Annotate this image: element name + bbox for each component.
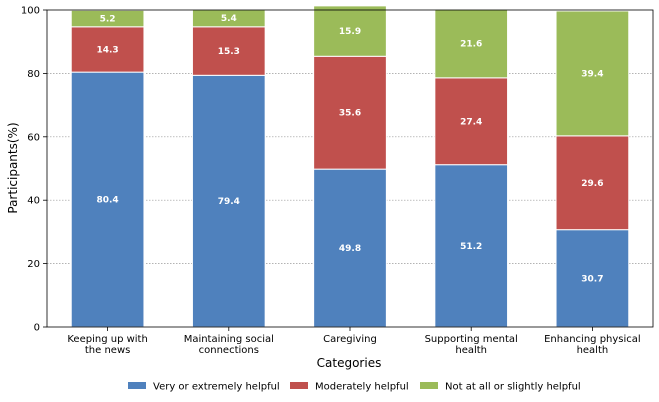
y-tick-label: 80 (27, 69, 40, 80)
legend-swatch (290, 382, 308, 389)
bar-segment (313, 5, 387, 57)
bar-segment (191, 74, 266, 328)
y-axis-title: Participants(%) (6, 122, 20, 213)
bar-segment (313, 55, 387, 170)
bar-value-label: 39.4 (581, 69, 603, 79)
data-labels: 80.4 14.3 5.2 79.4 15.3 5.4 49.8 35.6 15.9 51.2 27… (96, 14, 603, 284)
y-tick-label: 20 (27, 259, 40, 270)
bar-value-label: 79.4 (218, 197, 240, 207)
y-tick-label: 60 (27, 132, 40, 143)
bar-value-label: 49.8 (339, 244, 361, 254)
bar-value-label: 14.3 (96, 45, 118, 55)
x-tick-label: Keeping up with (67, 334, 147, 345)
bar-value-label: 15.3 (218, 47, 240, 57)
bar-value-label: 29.6 (581, 179, 603, 189)
bar-value-label: 5.2 (100, 15, 116, 25)
bar-value-label: 27.4 (460, 117, 482, 127)
x-tick-label: connections (199, 345, 259, 356)
bar-value-label: 15.9 (339, 27, 361, 37)
y-tick-label: 0 (34, 323, 40, 334)
bar-segment (70, 26, 145, 73)
legend: Very or extremely helpful Moderately help… (128, 382, 581, 393)
bar-segment (555, 10, 630, 137)
bars (70, 5, 630, 328)
x-tick-label: Caregiving (323, 334, 377, 345)
legend-label: Not at all or slightly helpful (445, 382, 581, 393)
x-tick-label: Maintaining social (184, 334, 274, 345)
bar-value-label: 21.6 (460, 40, 482, 50)
bar-value-label: 35.6 (339, 109, 361, 119)
bar-segment (70, 71, 145, 328)
x-tick-label: the news (85, 345, 130, 356)
bar-value-label: 30.7 (581, 274, 603, 284)
legend-label: Very or extremely helpful (153, 382, 280, 393)
legend-swatch (128, 382, 146, 389)
bar-value-label: 51.2 (460, 242, 482, 252)
y-ticks: 0 20 40 60 80 100 (21, 6, 47, 334)
x-tick-label: health (455, 345, 487, 356)
bar-value-label: 5.4 (221, 14, 237, 24)
x-tick-label: health (577, 345, 609, 356)
bar-value-label: 80.4 (96, 196, 118, 206)
bar-segment (434, 164, 509, 328)
bar-segment (191, 26, 266, 76)
x-tick-label: Enhancing physical (544, 334, 641, 345)
bar-segment (555, 229, 630, 328)
legend-swatch (420, 382, 438, 389)
x-tick-label: Supporting mental (425, 334, 518, 345)
x-axis-title: Categories (317, 356, 382, 370)
bar-segment (434, 77, 509, 166)
y-tick-label: 100 (21, 6, 40, 17)
bar-segment (434, 8, 509, 79)
legend-label: Moderately helpful (315, 382, 409, 393)
y-tick-label: 40 (27, 196, 40, 207)
